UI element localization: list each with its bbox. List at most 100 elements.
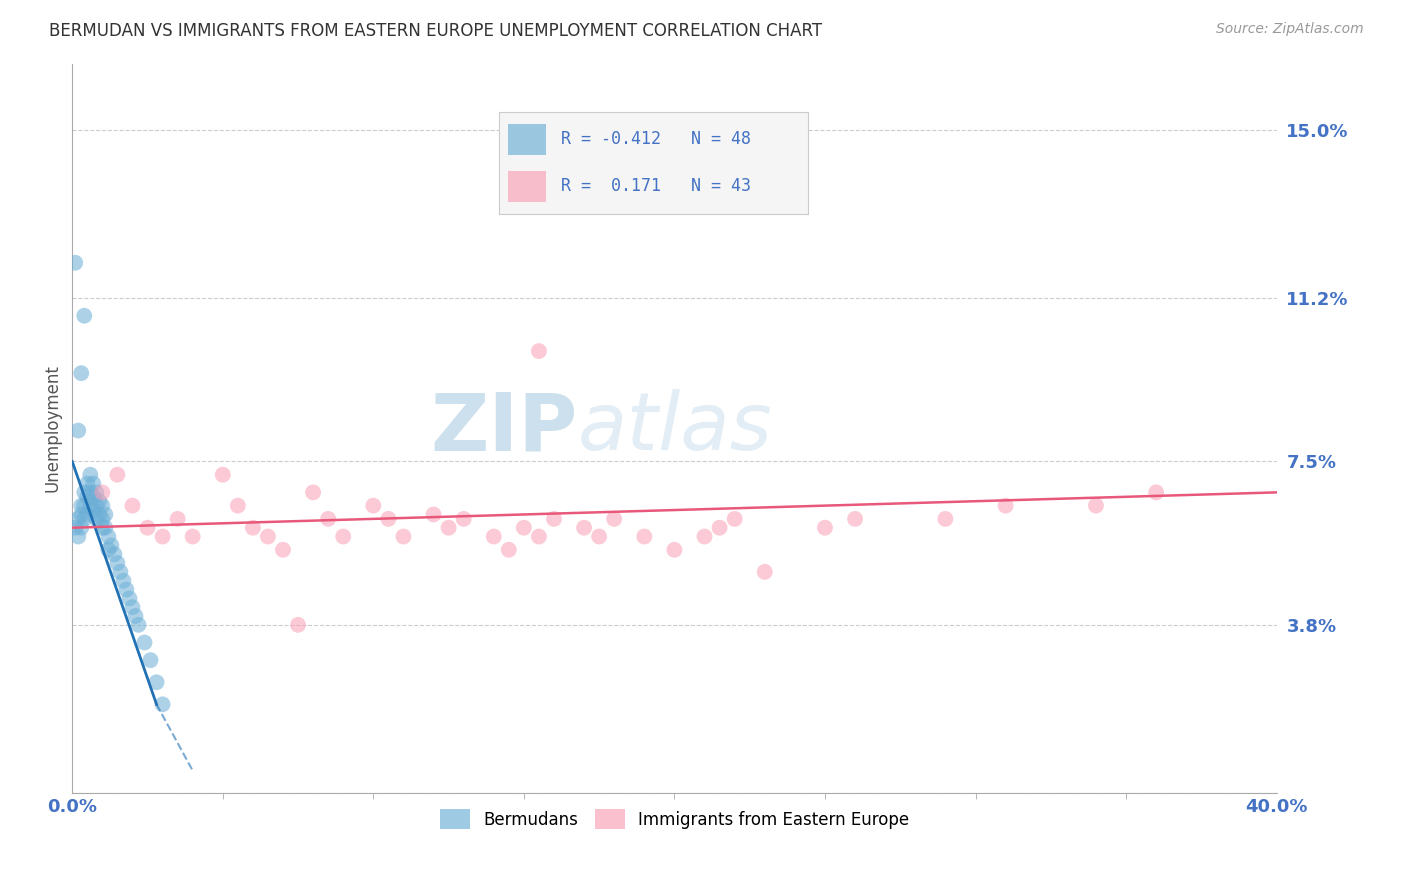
Point (302, 485, 325, 500)
Point (82, 476, 104, 491)
Point (121, 600, 143, 615)
Point (287, 618, 309, 632)
Point (242, 521, 264, 535)
Point (814, 521, 837, 535)
Point (664, 542, 686, 557)
Point (110, 565, 132, 579)
Point (633, 530, 655, 544)
Point (94, 521, 117, 535)
Point (152, 530, 174, 544)
Point (145, 675, 167, 690)
Point (67, 512, 90, 526)
Point (89, 494, 111, 508)
Point (91, 512, 114, 526)
Point (89, 508, 111, 522)
Point (994, 499, 1017, 513)
Point (86, 512, 108, 526)
Point (79, 499, 101, 513)
Point (65, 256, 87, 270)
Point (181, 530, 204, 544)
Point (97, 530, 120, 544)
Point (67, 530, 90, 544)
Text: R =  0.171   N = 43: R = 0.171 N = 43 (561, 178, 751, 195)
Point (844, 512, 866, 526)
Point (76, 490, 98, 504)
Point (65, 521, 87, 535)
Point (139, 653, 162, 667)
Point (527, 344, 550, 359)
Point (709, 521, 731, 535)
Text: BERMUDAN VS IMMIGRANTS FROM EASTERN EUROPE UNEMPLOYMENT CORRELATION CHART: BERMUDAN VS IMMIGRANTS FROM EASTERN EURO… (49, 22, 823, 40)
Point (1084, 499, 1107, 513)
Point (115, 582, 138, 597)
Point (572, 521, 595, 535)
Point (422, 508, 444, 522)
Point (166, 512, 188, 526)
Point (316, 512, 339, 526)
Point (332, 530, 354, 544)
Point (226, 499, 249, 513)
Point (754, 565, 776, 579)
Point (934, 512, 956, 526)
Point (121, 499, 143, 513)
Y-axis label: Unemployment: Unemployment (44, 365, 60, 492)
Point (152, 698, 174, 712)
Point (112, 574, 135, 588)
Point (103, 547, 125, 561)
Point (392, 530, 415, 544)
Point (136, 521, 159, 535)
Point (67, 424, 90, 438)
Point (70, 508, 93, 522)
Point (723, 512, 745, 526)
Point (97, 542, 120, 557)
Point (588, 530, 610, 544)
Point (70, 366, 93, 380)
Text: R = -0.412   N = 48: R = -0.412 N = 48 (561, 130, 751, 148)
Point (79, 485, 101, 500)
Point (543, 512, 565, 526)
Point (211, 467, 233, 482)
Point (76, 508, 98, 522)
Point (73, 499, 96, 513)
Point (482, 530, 505, 544)
Point (377, 512, 399, 526)
Legend: Bermudans, Immigrants from Eastern Europe: Bermudans, Immigrants from Eastern Europ… (433, 803, 915, 835)
Point (91, 499, 114, 513)
Point (118, 591, 141, 606)
Point (100, 538, 122, 552)
Point (693, 530, 716, 544)
Point (271, 542, 294, 557)
Point (527, 530, 550, 544)
Point (73, 512, 96, 526)
Point (70, 521, 93, 535)
Point (73, 485, 96, 500)
Point (82, 503, 104, 517)
Point (105, 556, 128, 570)
Point (105, 467, 128, 482)
Text: Source: ZipAtlas.com: Source: ZipAtlas.com (1216, 22, 1364, 37)
Point (127, 618, 149, 632)
Text: ZIP: ZIP (430, 389, 578, 467)
Point (124, 609, 146, 624)
Point (79, 467, 101, 482)
Point (1144, 485, 1167, 500)
Point (603, 512, 626, 526)
Point (86, 499, 108, 513)
Point (86, 485, 108, 500)
Point (76, 476, 98, 491)
Bar (509, 171, 546, 202)
Point (257, 530, 280, 544)
Point (70, 499, 93, 513)
Point (437, 521, 460, 535)
Point (91, 485, 114, 500)
Point (363, 499, 385, 513)
Point (513, 521, 536, 535)
Point (73, 309, 96, 323)
Bar (509, 124, 546, 154)
Point (453, 512, 475, 526)
Point (91, 521, 114, 535)
Text: atlas: atlas (578, 389, 773, 467)
Point (94, 508, 117, 522)
Point (82, 490, 104, 504)
Point (134, 635, 156, 649)
